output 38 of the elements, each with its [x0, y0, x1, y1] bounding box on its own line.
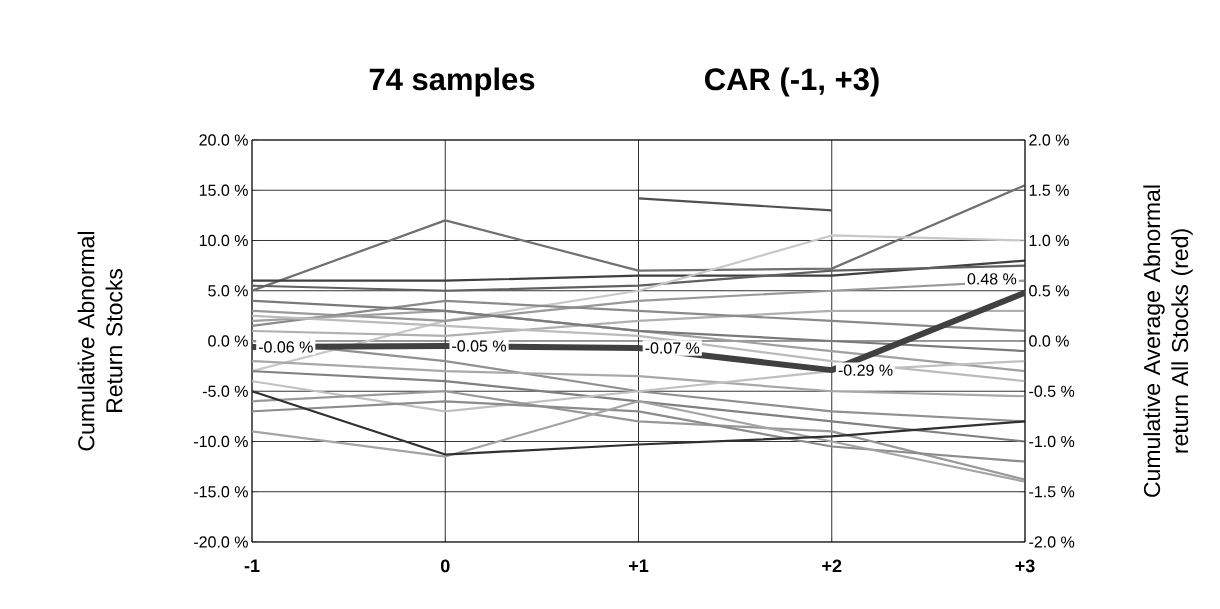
- y-tick-label: -20.0 %: [194, 536, 248, 548]
- line-series: [252, 390, 1025, 456]
- y2-tick-label: 2.0 %: [1029, 134, 1069, 146]
- data-label: -0.07 %: [645, 342, 700, 354]
- data-label: 0.48 %: [967, 273, 1017, 285]
- line-series: [252, 184, 1025, 292]
- x-tick-label: +3: [1015, 559, 1035, 573]
- y-tick-label: 15.0 %: [199, 184, 248, 196]
- data-label: -0.06 %: [258, 341, 313, 353]
- y-tick-label: 10.0 %: [199, 234, 248, 247]
- line-series: [252, 359, 1025, 398]
- y2-tick-label: -2.0 %: [1029, 536, 1075, 548]
- line-series: [252, 299, 1025, 353]
- chart-subtitle: CAR (-1, +3): [705, 67, 879, 97]
- y2-tick-label: -0.5 %: [1029, 385, 1075, 397]
- data-label: -0.05 %: [452, 340, 507, 352]
- y-tick-label: -5.0 %: [202, 385, 248, 397]
- data-label: -0.29 %: [838, 364, 893, 376]
- x-tick-label: 0: [440, 559, 450, 573]
- y-tick-label: 5.0 %: [208, 285, 248, 297]
- y-axis-title: Cumulative Abnormal Return Stocks: [77, 231, 123, 451]
- y-tick-label: 20.0 %: [199, 134, 248, 146]
- chart-title: 74 samples: [369, 67, 535, 97]
- y-tick-label: -10.0 %: [194, 435, 248, 448]
- x-tick-label: +2: [822, 559, 842, 573]
- line-series: [252, 339, 1025, 423]
- y2-tick-label: 1.5 %: [1029, 184, 1069, 196]
- y2-tick-label: -1.0 %: [1029, 435, 1075, 448]
- y2-tick-label: -1.5 %: [1029, 486, 1075, 498]
- x-tick-label: -1: [244, 559, 260, 572]
- y2-axis-title: Cumulative Average Abnormal return All Stocks (red): [1143, 185, 1193, 497]
- x-tick-label: +1: [629, 559, 649, 572]
- y-tick-label: -15.0 %: [194, 486, 248, 498]
- y-tick-label: 0.0 %: [208, 335, 248, 347]
- y2-tick-label: 1.0 %: [1029, 234, 1069, 247]
- y2-tick-label: 0.5 %: [1029, 285, 1069, 297]
- line-series: [252, 264, 1025, 292]
- y2-tick-label: 0.0 %: [1029, 335, 1069, 347]
